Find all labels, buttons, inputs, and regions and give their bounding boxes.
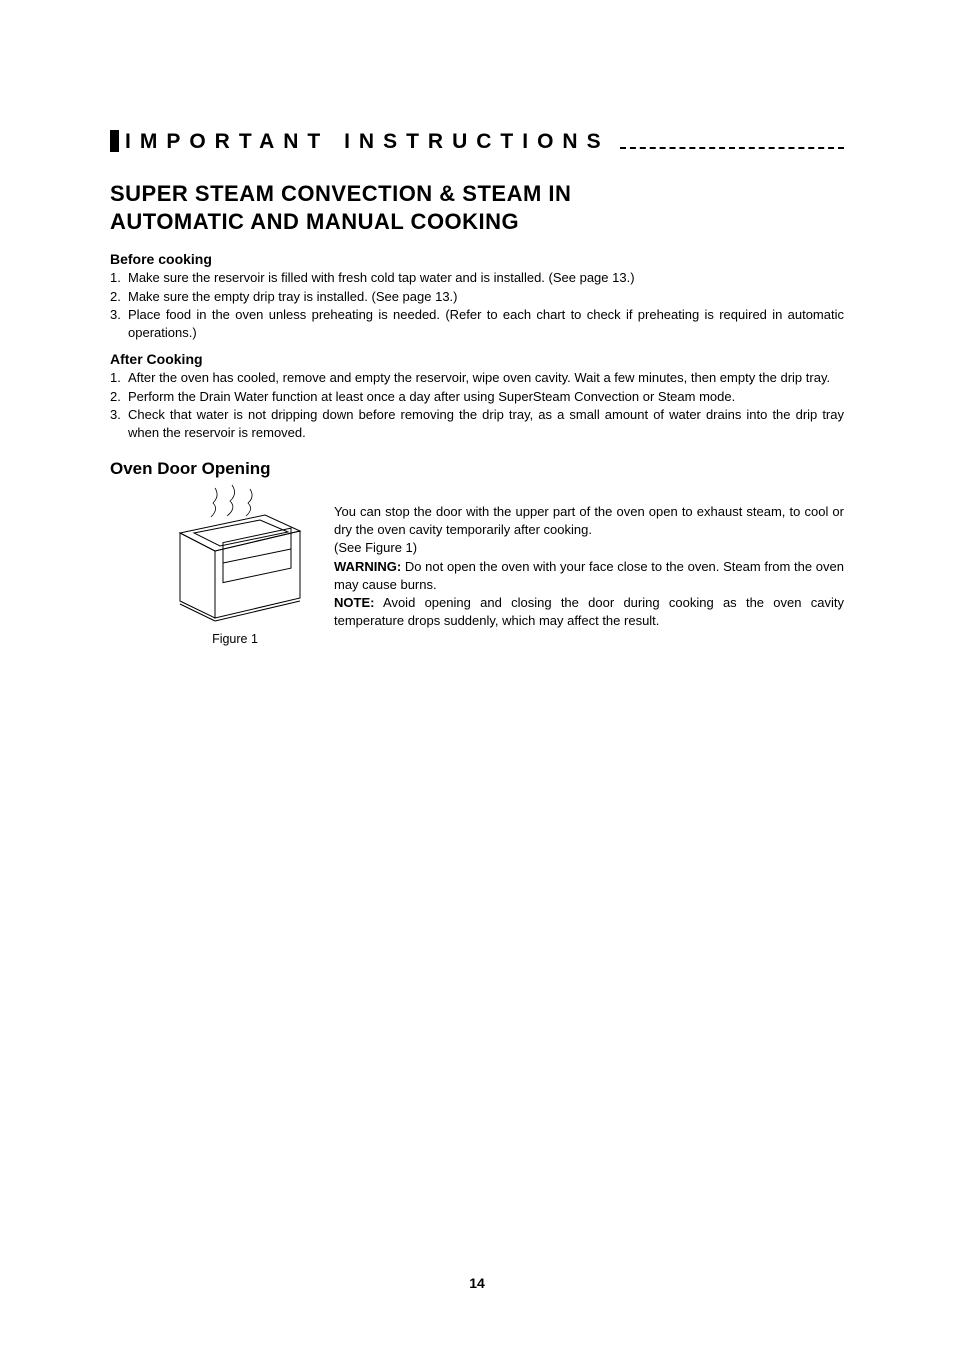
list-item: Make sure the empty drip tray is install… (110, 288, 844, 306)
section-title: SUPER STEAM CONVECTION & STEAM IN AUTOMA… (110, 180, 844, 235)
note-label: NOTE: (334, 595, 374, 610)
warning-text: Do not open the oven with your face clos… (334, 559, 844, 592)
list-item: Make sure the reservoir is filled with f… (110, 269, 844, 287)
before-cooking-heading: Before cooking (110, 251, 844, 267)
section-title-line2: AUTOMATIC AND MANUAL COOKING (110, 209, 519, 234)
figure-row: Figure 1 You can stop the door with the … (110, 483, 844, 646)
figure-caption: Figure 1 (160, 632, 310, 646)
header-dash-rule (620, 147, 844, 149)
figure-para: (See Figure 1) (334, 539, 844, 557)
after-cooking-heading: After Cooking (110, 351, 844, 367)
page-number: 14 (0, 1275, 954, 1291)
oven-illustration-icon (160, 483, 310, 623)
page-header: IMPORTANT INSTRUCTIONS (110, 130, 844, 152)
header-title: IMPORTANT INSTRUCTIONS (125, 131, 610, 152)
figure-warning: WARNING: Do not open the oven with your … (334, 558, 844, 593)
list-item: Perform the Drain Water function at leas… (110, 388, 844, 406)
header-accent-bar (110, 130, 119, 152)
list-item: Place food in the oven unless preheating… (110, 306, 844, 341)
list-item: After the oven has cooled, remove and em… (110, 369, 844, 387)
list-item: Check that water is not dripping down be… (110, 406, 844, 441)
section-title-line1: SUPER STEAM CONVECTION & STEAM IN (110, 181, 571, 206)
before-cooking-list: Make sure the reservoir is filled with f… (110, 269, 844, 341)
figure-column: Figure 1 (110, 483, 310, 646)
warning-label: WARNING: (334, 559, 401, 574)
figure-note: NOTE: Avoid opening and closing the door… (334, 594, 844, 629)
figure-description: You can stop the door with the upper par… (334, 483, 844, 630)
note-text: Avoid opening and closing the door durin… (334, 595, 844, 628)
figure-para: You can stop the door with the upper par… (334, 503, 844, 538)
oven-door-heading: Oven Door Opening (110, 459, 844, 479)
after-cooking-list: After the oven has cooled, remove and em… (110, 369, 844, 441)
